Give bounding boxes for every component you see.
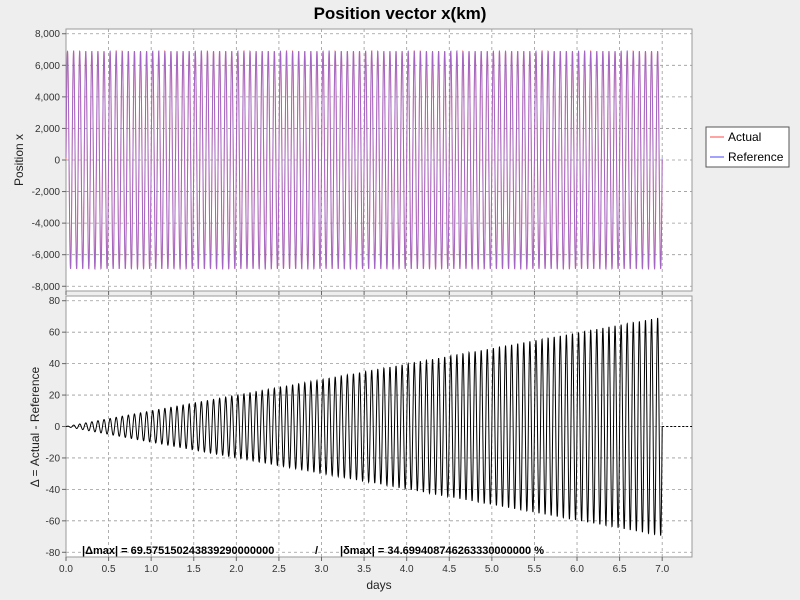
series-line--	[66, 317, 663, 536]
x-tick-label: 6.0	[570, 564, 584, 575]
y-tick-label: -8,000	[32, 282, 61, 293]
y-tick-label: 0	[54, 422, 60, 433]
rel-max-annotation: |δmax| = 34.699408746263330000000 %	[340, 545, 544, 557]
y-tick-label: -20	[46, 453, 61, 464]
x-tick-label: 0.5	[102, 564, 116, 575]
x-tick-label: 4.0	[400, 564, 414, 575]
top-panel: 8,000 6,000 4,000 2,000 0 -2,000 -4,000 -6,000 -…	[12, 28, 693, 293]
x-tick-label: 2.5	[272, 564, 286, 575]
y-tick-label: 20	[49, 391, 61, 402]
bottom-series	[66, 317, 692, 536]
x-tick-label: 0.0	[59, 564, 73, 575]
x-tick-label: 7.0	[655, 564, 669, 575]
legend-label-actual: Actual	[728, 130, 761, 144]
y-tick-label: 0	[54, 156, 60, 167]
x-tick-label: 3.5	[357, 564, 371, 575]
series-line-reference	[65, 49, 663, 271]
bottom-y-axis-label: Δ = Actual - Reference	[28, 366, 42, 487]
x-ticks: 0.0 0.5 1.0 1.5 2.0 2.5 3.0 3.5 4.0 4.5 5.0 5.5 6.0 6…	[59, 291, 670, 575]
delta-max-annotation: |Δmax| = 69.575150243839290000000	[82, 545, 274, 557]
x-tick-label: 4.5	[442, 564, 456, 575]
y-tick-label: 80	[49, 296, 61, 307]
y-tick-label: 4,000	[35, 92, 60, 103]
legend-box	[705, 126, 790, 168]
bottom-y-ticks: 80 60 40 20 0 -20 -40 -60 -80	[46, 296, 66, 559]
x-tick-label: 5.5	[527, 564, 541, 575]
top-series	[65, 49, 663, 271]
x-tick-label: 3.0	[315, 564, 329, 575]
bottom-grid	[65, 296, 692, 557]
y-tick-label: 8,000	[35, 29, 60, 40]
bottom-panel: 80 60 40 20 0 -20 -40 -60 -80 Δ = Actual - Refer…	[28, 295, 693, 559]
y-tick-label: -80	[46, 548, 61, 559]
x-tick-label: 5.0	[485, 564, 499, 575]
x-tick-label: 2.0	[229, 564, 243, 575]
x-tick-label: 1.0	[144, 564, 158, 575]
y-tick-label: 2,000	[35, 124, 60, 135]
top-y-axis-label: Position x	[12, 134, 26, 186]
x-tick-label: 6.5	[613, 564, 627, 575]
y-tick-label: -60	[46, 516, 61, 527]
x-tick-label: 1.5	[187, 564, 201, 575]
y-tick-label: -4,000	[32, 219, 61, 230]
y-tick-label: 6,000	[35, 61, 60, 72]
chart-title: Position vector x(km)	[314, 4, 487, 23]
x-axis-label: days	[366, 578, 391, 592]
y-tick-label: -2,000	[32, 187, 61, 198]
legend: Actual Reference	[705, 126, 790, 168]
annotation-separator: /	[315, 545, 318, 557]
y-tick-label: 60	[49, 328, 61, 339]
legend-label-reference: Reference	[728, 150, 784, 164]
y-tick-label: 40	[49, 359, 61, 370]
y-tick-label: -40	[46, 485, 61, 496]
y-tick-label: -6,000	[32, 250, 61, 261]
top-y-ticks: 8,000 6,000 4,000 2,000 0 -2,000 -4,000 -6,000 -…	[32, 29, 66, 293]
